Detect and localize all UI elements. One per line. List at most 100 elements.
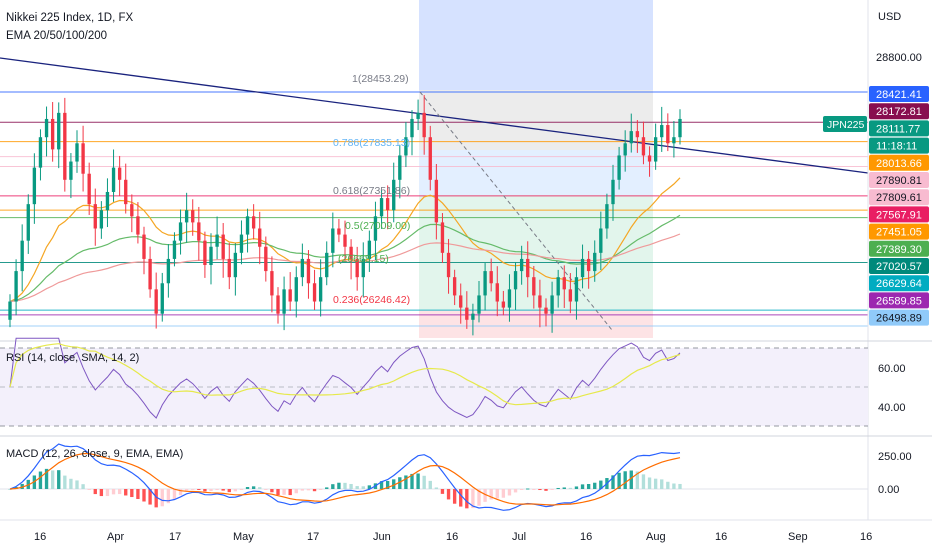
symbol-title[interactable]: Nikkei 225 Index, 1D, FX — [6, 12, 134, 24]
x-tick-16-jul: 16 — [580, 531, 592, 543]
fib-zone-green — [419, 195, 653, 310]
price-label-bg — [869, 86, 929, 102]
price-label-bg — [869, 223, 929, 240]
x-tick-16-sep: 16 — [860, 531, 872, 543]
candle-body — [477, 295, 481, 314]
macd-histogram-bar — [148, 489, 152, 505]
macd-histogram-bar — [641, 474, 646, 489]
price-label-bg — [869, 275, 929, 292]
macd-histogram-bar — [568, 487, 573, 489]
macd-histogram-bar — [672, 483, 676, 489]
macd-histogram-bar — [623, 471, 627, 489]
macd-histogram-bar — [416, 473, 420, 489]
price-label-bg — [869, 172, 929, 188]
rsi-label[interactable]: RSI (14, close, SMA, 14, 2) — [6, 352, 139, 364]
macd-histogram-bar — [209, 489, 213, 491]
candle-body — [197, 222, 201, 241]
macd-histogram-bar — [477, 489, 481, 506]
candle-body — [538, 295, 542, 308]
macd-histogram-bar — [355, 486, 359, 489]
horizontal-levels — [0, 91, 868, 327]
x-tick-16-jun: 16 — [446, 531, 458, 543]
macd-histogram-bar — [282, 489, 286, 495]
candle-body — [14, 271, 18, 302]
macd-histogram-bar — [44, 468, 49, 489]
macd-histogram-bar — [264, 489, 268, 490]
macd-histogram-bar — [191, 489, 195, 490]
macd-histogram-bar — [69, 478, 73, 489]
ema-indicator-label[interactable]: EMA 20/50/100/200 — [6, 30, 107, 42]
candle-body — [312, 283, 317, 302]
macd-histogram-bar — [50, 470, 55, 489]
macd-histogram-bar — [404, 475, 408, 489]
candle-body — [160, 283, 164, 314]
candle-body — [26, 204, 30, 241]
candle-body — [513, 271, 518, 290]
macd-histogram-bar — [428, 480, 432, 489]
macd-label[interactable]: MACD (12, 26, close, 9, EMA, EMA) — [6, 448, 183, 460]
price-label: 27567.91 — [876, 209, 922, 221]
candle-body — [666, 125, 670, 144]
macd-histogram-bar — [166, 489, 171, 504]
macd-histogram-bar — [93, 489, 97, 495]
macd-histogram-bar — [75, 480, 79, 489]
macd-histogram-bar — [653, 478, 658, 489]
date-range-highlight — [419, 0, 653, 90]
candle-body — [519, 258, 524, 272]
candle-body — [586, 258, 591, 272]
macd-histogram-bar — [398, 477, 402, 489]
macd-histogram-bar — [136, 489, 140, 500]
time-axis[interactable]: 16 Apr 17 May 17 Jun 16 Jul 16 Aug 16 Se… — [34, 531, 872, 543]
candle-body — [258, 228, 262, 247]
price-label: 26589.85 — [876, 295, 922, 307]
candle-body — [105, 191, 110, 211]
candle-body — [385, 198, 390, 211]
macd-histogram-bar — [142, 489, 146, 502]
candle-body — [264, 246, 268, 272]
candle-body — [599, 228, 603, 253]
candle-body — [276, 295, 280, 314]
x-tick-aug: Aug — [646, 531, 666, 543]
price-label: 28013.66 — [876, 158, 922, 170]
candle-body — [130, 204, 134, 217]
macd-histogram-bar — [38, 471, 43, 489]
macd-histogram-bar — [124, 489, 128, 496]
signal-line — [9, 453, 681, 506]
candle-body — [489, 271, 493, 284]
macd-histogram-bar — [105, 489, 110, 497]
price-label: 26629.64 — [876, 278, 922, 290]
candle-body — [459, 295, 463, 308]
candle-body — [361, 258, 365, 278]
candle-body — [532, 277, 536, 296]
macd-histogram-bar — [288, 489, 292, 496]
candle-body — [641, 137, 646, 156]
candle-body — [251, 216, 256, 229]
macd-histogram-bar — [422, 475, 426, 489]
trendline — [0, 57, 869, 174]
macd-histogram-bar — [550, 489, 554, 490]
macd-histogram-bar — [489, 489, 493, 500]
ticker-badge-text: JPN225 — [827, 119, 865, 131]
candle-body — [239, 234, 244, 253]
fib-zone-grey — [419, 90, 653, 150]
macd-histogram-bar — [593, 482, 597, 489]
macd-histogram-bar — [507, 489, 512, 496]
candle-body — [647, 155, 652, 162]
macd-histogram-bar — [483, 489, 487, 502]
candle-body — [556, 277, 560, 296]
candle-body — [117, 167, 122, 180]
ticker-badge — [823, 116, 867, 132]
macd-histogram-bar — [580, 484, 585, 489]
candle-body — [593, 252, 597, 272]
x-tick-apr: Apr — [107, 531, 124, 543]
candle-body — [544, 307, 548, 314]
candle-body — [227, 258, 231, 278]
x-tick-16-aug: 16 — [715, 531, 727, 543]
macd-histogram-bar — [599, 480, 603, 489]
candle-body — [69, 161, 73, 180]
candle-body — [568, 289, 573, 302]
candle-body — [611, 179, 615, 205]
macd-histogram-bar — [343, 482, 347, 489]
macd-histogram-bar — [154, 489, 158, 508]
